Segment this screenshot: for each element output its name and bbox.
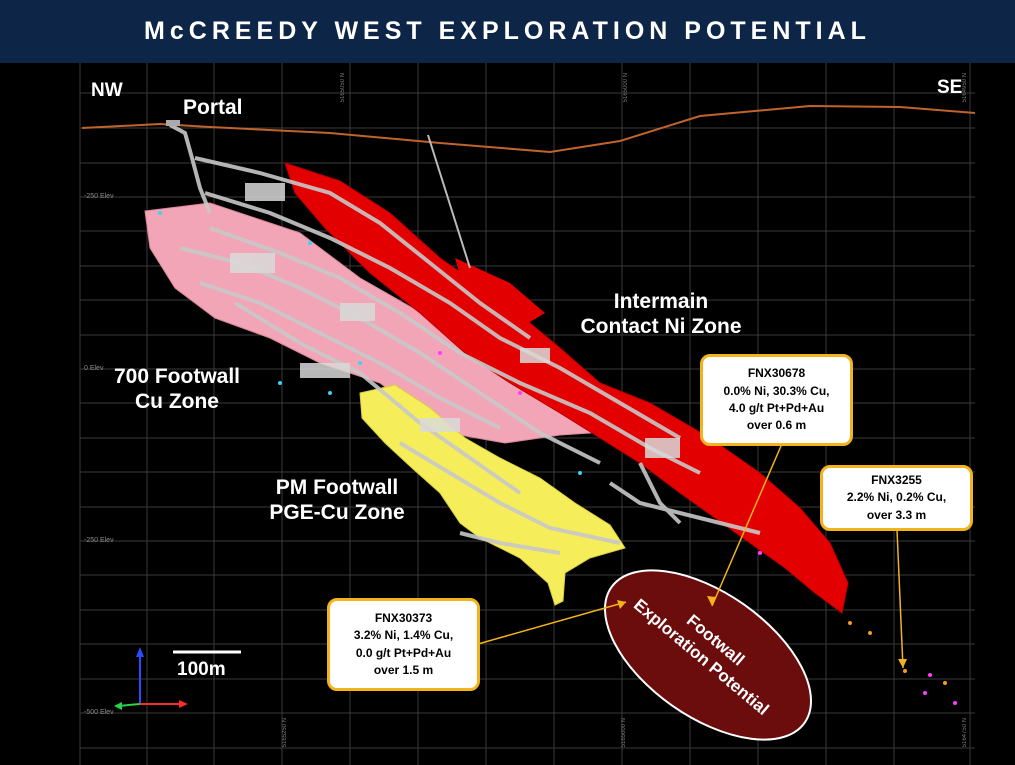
scale-bar-label: 100m xyxy=(177,659,226,680)
footwall-700-zone-label: 700 Footwall Cu Zone xyxy=(113,365,241,414)
northing-label: 5164750 N xyxy=(962,718,968,748)
xyz-axes-icon xyxy=(114,647,188,710)
surface-line xyxy=(81,104,976,154)
elevation-label: -500 Elev xyxy=(84,709,114,716)
pm-footwall-zone-label: PM Footwall PGE-Cu Zone xyxy=(269,476,405,525)
direction-se: SE xyxy=(937,77,963,98)
northing-label: 5165000 N xyxy=(621,718,627,748)
page-title: McCREEDY WEST EXPLORATION POTENTIAL xyxy=(144,17,871,45)
intermain-ni-zone-lobe xyxy=(455,258,545,328)
workings-blocks xyxy=(230,183,680,458)
drillhole-line xyxy=(427,134,471,269)
pm-footwall-zone xyxy=(359,384,626,606)
callout-fnx30373: FNX30373 3.2% Ni, 1.4% Cu, 0.0 g/t Pt+Pd… xyxy=(327,598,480,691)
leader-lines xyxy=(477,445,904,669)
callout-line: 4.0 g/t Pt+Pd+Au xyxy=(728,401,825,415)
intermain-zone-label: Intermain Contact Ni Zone xyxy=(580,290,742,339)
elevation-label: -250 Elev xyxy=(84,193,114,200)
northing-label: 5165050 N xyxy=(340,73,346,103)
callout-line: FNX30678 xyxy=(747,366,806,381)
callout-line: 3.2% Ni, 1.4% Cu, xyxy=(353,628,454,643)
northing-label: 5165250 N xyxy=(282,718,288,748)
direction-nw: NW xyxy=(91,80,123,101)
callout-fnx3255: FNX3255 2.2% Ni, 0.2% Cu, over 3.3 m xyxy=(820,465,973,531)
callout-line: over 1.5 m xyxy=(373,662,434,677)
callout-line: over 3.3 m xyxy=(866,507,927,522)
section-view: -250 Elev 0 Elev -250 Elev -500 Elev 516… xyxy=(0,63,1015,765)
leader-arrow-fnx30373 xyxy=(617,600,626,609)
exploration-potential-ellipse xyxy=(604,569,812,741)
callout-line: 2.2% Ni, 0.2% Cu, xyxy=(846,490,947,505)
portal-label: Portal xyxy=(183,96,243,119)
callout-line: 0.0 g/t Pt+Pd+Au xyxy=(355,645,452,660)
callout-line: 0.0% Ni, 30.3% Cu, xyxy=(723,383,830,398)
callout-fnx30678: FNX30678 0.0% Ni, 30.3% Cu, 4.0 g/t Pt+P… xyxy=(700,354,853,446)
leader-arrow-fnx3255 xyxy=(898,659,907,668)
elevation-label: -250 Elev xyxy=(84,537,114,544)
elevation-label: 0 Elev xyxy=(84,365,104,372)
callout-line: over 0.6 m xyxy=(746,418,807,433)
callout-line: FNX30373 xyxy=(374,610,433,625)
portal-marker xyxy=(166,120,180,126)
callout-line: FNX3255 xyxy=(871,472,922,487)
northing-label: 5164950 N xyxy=(962,73,968,103)
sample-points xyxy=(158,211,957,705)
title-banner: McCREEDY WEST EXPLORATION POTENTIAL xyxy=(0,0,1015,63)
leader-arrow-fnx30678 xyxy=(707,596,716,606)
northing-label: 5165000 N xyxy=(623,73,629,103)
